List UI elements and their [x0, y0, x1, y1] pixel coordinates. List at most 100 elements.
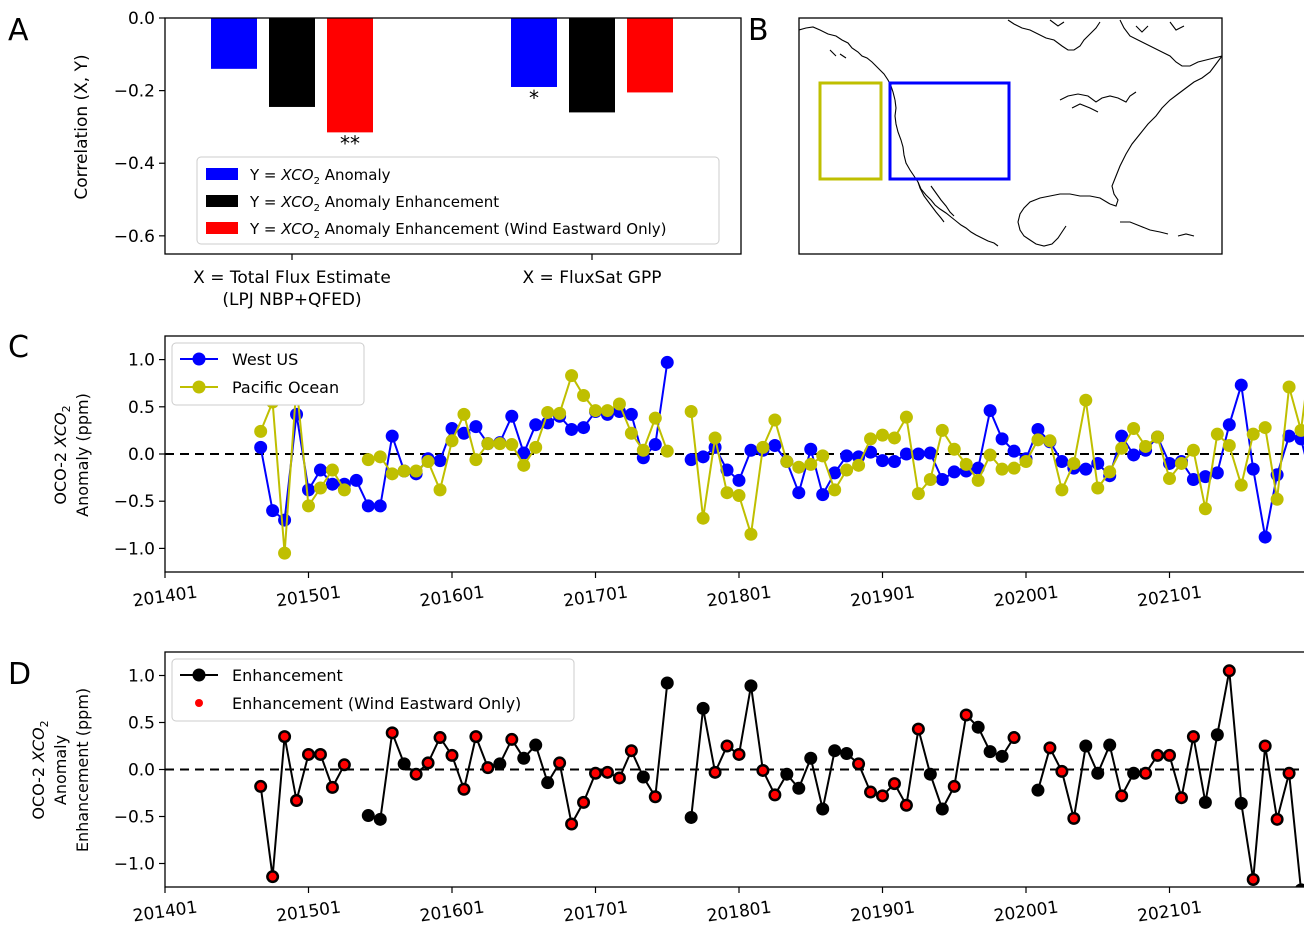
panel-d-ylabel-line1: OCO-2 XCO2	[29, 720, 51, 819]
series-point-1	[1067, 456, 1081, 470]
series-point-0	[840, 747, 854, 761]
series-point-eastward	[268, 872, 277, 881]
series-point-1	[254, 424, 268, 438]
series-point-eastward	[1285, 769, 1294, 778]
map-gulf-coast	[1017, 193, 1111, 247]
series-point-0	[1055, 455, 1069, 469]
panel-c-yticks: −1.0 −0.5 0.0 0.5 1.0	[114, 351, 165, 559]
series-point-eastward	[1045, 743, 1054, 752]
series-point-1	[1270, 492, 1284, 506]
series-point-0	[983, 745, 997, 759]
ytick-label: 0.0	[128, 445, 155, 465]
panel-letter-d: D	[8, 657, 31, 692]
bar-1-0	[269, 18, 315, 107]
series-point-0	[529, 738, 543, 752]
series-point-1	[648, 411, 662, 425]
series-point-0	[947, 465, 961, 479]
xtick-label: 201601	[419, 898, 486, 927]
series-point-1	[373, 450, 387, 464]
series-point-0	[361, 499, 375, 513]
series-point-0	[529, 418, 543, 432]
series-point-1	[840, 463, 854, 477]
series-point-1	[1127, 422, 1141, 436]
ytick-label: 0.5	[128, 714, 155, 734]
series-point-eastward	[866, 788, 875, 797]
series-point-0	[1186, 472, 1200, 486]
series-point-0	[290, 407, 304, 421]
series-point-1	[577, 388, 591, 402]
series-point-1	[421, 455, 435, 469]
panel-letter-c: C	[8, 330, 29, 365]
panel-d: D −1.0−0.50.00.51.0 201401 201501 201601 20…	[8, 651, 1304, 927]
series-point-eastward	[627, 746, 636, 755]
map-box-west-us	[888, 81, 1011, 181]
panel-d-xticks: 201401 201501 201601 201701 201801 201901 2020…	[132, 887, 1203, 927]
map-labrador	[1119, 19, 1222, 67]
legend-var: XCO	[280, 220, 313, 238]
series-point-0	[1127, 766, 1141, 780]
series-point-eastward	[1225, 666, 1234, 675]
xtick-label: 201801	[706, 583, 773, 612]
ytick-label: −0.6	[114, 227, 155, 247]
series-point-eastward	[1117, 791, 1126, 800]
series-point-0	[1079, 462, 1093, 476]
series-point-1	[911, 487, 925, 501]
series-point-1	[565, 369, 579, 383]
significance-marker: **	[340, 131, 360, 155]
series-point-0	[1115, 429, 1129, 443]
series-point-0	[1246, 462, 1260, 476]
series-point-1	[959, 457, 973, 471]
map-westcoast	[894, 99, 999, 247]
legend-marker	[195, 699, 203, 707]
series-point-1	[302, 499, 315, 513]
series-point-eastward	[304, 750, 313, 759]
series-point-1	[756, 440, 770, 454]
panel-b: B	[748, 13, 1223, 255]
map-arctic-islands	[829, 19, 1185, 59]
series-point-1	[385, 467, 399, 481]
panel-c-ylabel-line1: OCO-2 XCO2	[51, 405, 73, 504]
series-point-1	[995, 462, 1009, 476]
series-point-0	[565, 422, 579, 436]
map-alaska-coast	[799, 26, 896, 101]
series-point-eastward	[1273, 815, 1282, 824]
panel-c-xticks: 201401 201501 201601 201701 201801 201901 2020…	[132, 572, 1203, 612]
panel-d-ylabel-var: XCO	[29, 727, 48, 762]
series-point-1	[780, 455, 794, 469]
series-point-1	[1198, 502, 1212, 516]
series-point-1	[804, 457, 818, 471]
series-point-1	[1258, 421, 1272, 435]
series-line-0	[259, 670, 1302, 887]
series-point-0	[254, 440, 268, 454]
series-point-1	[852, 458, 866, 472]
series-point-eastward	[507, 735, 516, 744]
bar-0-1	[511, 18, 557, 87]
legend-pre: Y =	[249, 220, 281, 238]
series-point-eastward	[1177, 793, 1186, 802]
series-point-0	[744, 679, 758, 693]
series-point-0	[373, 499, 387, 513]
panel-d-ylabel-sub: 2	[38, 720, 51, 727]
series-point-0	[517, 751, 531, 765]
series-point-1	[696, 511, 710, 525]
legend-label: West US	[232, 350, 298, 369]
series-point-1	[457, 407, 471, 421]
series-point-1	[660, 444, 674, 458]
series-point-0	[864, 445, 878, 459]
legend-label: Y = XCO2 Anomaly Enhancement	[249, 193, 499, 214]
xtick-label: 201901	[849, 898, 916, 927]
series-point-1	[553, 406, 567, 420]
series-point-0	[1079, 739, 1093, 753]
panel-d-ylabel-line3: Enhancement (ppm)	[73, 688, 92, 852]
legend-post: Anomaly Enhancement (Wind Eastward Only)	[320, 220, 667, 238]
series-point-0	[648, 438, 662, 452]
series-point-eastward	[1069, 814, 1078, 823]
series-point-1	[732, 489, 746, 503]
series-point-eastward	[890, 779, 899, 788]
series-point-eastward	[579, 798, 588, 807]
series-point-0	[660, 676, 674, 690]
panel-c-axes-frame	[164, 335, 1304, 573]
legend-sub: 2	[314, 176, 320, 187]
legend-sub: 2	[314, 230, 320, 241]
map-hudson-bay	[1007, 19, 1101, 51]
